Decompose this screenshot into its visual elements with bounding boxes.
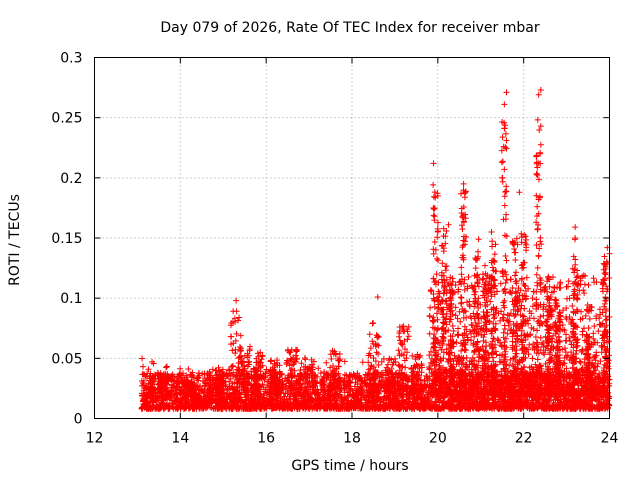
- roti-point: [336, 357, 343, 364]
- roti-point: [347, 386, 354, 393]
- roti-point: [365, 359, 372, 366]
- roti-point: [140, 363, 147, 370]
- roti-point: [384, 361, 391, 368]
- roti-point: [163, 363, 170, 370]
- roti-point: [229, 363, 236, 370]
- roti-point: [359, 359, 366, 366]
- roti-point: [267, 357, 274, 364]
- roti-point: [369, 320, 376, 327]
- roti-point: [374, 333, 381, 340]
- roti-point: [454, 331, 461, 338]
- roti-point: [405, 333, 412, 340]
- roti-point: [228, 333, 235, 340]
- roti-point: [260, 384, 267, 391]
- data-points: [138, 86, 613, 412]
- roti-point: [292, 347, 299, 354]
- roti-point: [508, 290, 515, 297]
- roti-point: [457, 318, 464, 325]
- roti-point: [366, 331, 373, 338]
- roti-point: [409, 352, 416, 359]
- roti-point: [177, 372, 184, 379]
- roti-point: [209, 366, 216, 373]
- roti-point: [229, 347, 236, 354]
- roti-point: [391, 355, 398, 362]
- roti-point: [233, 308, 240, 315]
- roti-point: [323, 359, 330, 366]
- roti-point: [185, 366, 192, 373]
- roti-point: [402, 364, 409, 371]
- roti-point: [302, 356, 309, 363]
- grid-layer: [94, 57, 610, 419]
- roti-point: [177, 365, 184, 372]
- roti-point: [273, 357, 280, 364]
- roti-point: [163, 364, 170, 371]
- roti-point: [139, 355, 146, 362]
- roti-point: [236, 314, 243, 321]
- roti-point: [395, 347, 402, 354]
